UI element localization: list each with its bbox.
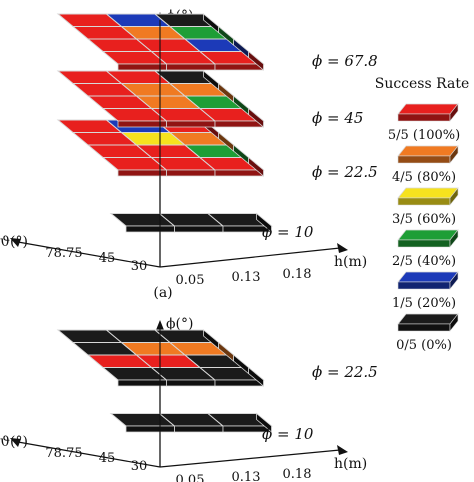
legend-label: 1/5 (20%) [392,296,456,311]
layer-front-face [166,63,216,71]
legend: Success Rate 5/5 (100%) 4/5 (80%) 3/5 (60%)… [375,76,470,353]
legend-title: Success Rate [375,76,470,92]
layer-side-face [256,412,272,433]
layer-front-face [125,425,175,433]
theta-axis [17,241,161,268]
legend-swatch-side [449,103,459,122]
legend-swatch-side [449,229,459,248]
legend-swatch-front [397,155,451,164]
layer-phi-10 [109,212,273,233]
layer-side-face [203,70,219,91]
h-tick-label: 0.13 [232,270,261,285]
h-axis-label: h(m) [334,456,367,472]
layer-label: ϕ = 22.5 [312,363,378,381]
layer-front-face [214,63,264,71]
theta-tick-label: 78.75 [45,246,82,261]
legend-swatch-front [397,197,451,206]
layer-phi-22-5 [56,119,265,177]
layer-front-face [166,169,216,177]
theta-tick-label: 30 [131,259,148,274]
theta-axis-arrow [10,438,21,447]
h-axis [159,449,341,468]
theta-axis [17,441,161,468]
legend-swatch-front [397,113,451,122]
layer-side-face [203,329,219,350]
layer-front-face [125,225,175,233]
layer-phi-45 [56,70,265,128]
h-axis [159,247,341,268]
layer-side-face [256,212,272,233]
layer-front-face [117,169,167,177]
subplot-caption: (a) [153,285,172,301]
layer-front-face [174,225,224,233]
phi-axis-label: ϕ(°) [166,316,193,332]
layer-front-face [214,120,264,128]
layer-phi-22-5 [56,329,265,387]
layer-phi-67-8 [56,13,265,71]
layer-front-face [214,379,264,387]
legend-swatch-side [449,271,459,290]
theta-tick-label: 30 [131,459,148,474]
phi-axis-arrow [156,320,164,330]
h-tick-label: 0.05 [176,273,205,288]
layer-label: ϕ = 67.8 [312,52,378,70]
theta-axis-arrow [10,238,21,247]
legend-swatch-front [397,323,451,332]
legend-swatch [397,187,459,199]
h-tick-label: 0.05 [176,473,205,482]
h-axis-label: h(m) [334,254,367,270]
legend-label: 0/5 (0%) [396,338,452,353]
layer-label: ϕ = 45 [312,109,363,127]
legend-swatch-side [449,313,459,332]
plot-b: ϕ(°) h(m) ϑ(°) 0.05 0.13 0.18 30 45 78.75 ϕ = 10 ϕ… [0,316,378,482]
legend-swatch-front [397,239,451,248]
legend-swatch [397,103,459,115]
layer-front-face [166,379,216,387]
theta-axis-label: ϑ(°) [0,234,28,250]
theta-tick-label: 78.75 [45,446,82,461]
legend-swatch-side [449,187,459,206]
h-tick-label: 0.13 [232,470,261,482]
layer-side-face [203,13,219,34]
legend-swatch [397,313,459,325]
theta-tick-label: 45 [99,451,116,466]
layer-front-face [174,425,224,433]
theta-tick-label: 45 [99,251,116,266]
h-tick-label: 0.18 [283,467,312,482]
legend-label: 4/5 (80%) [392,170,456,185]
legend-swatch-side [449,145,459,164]
legend-swatch-front [397,281,451,290]
legend-swatch [397,271,459,283]
layer-front-face [117,379,167,387]
layer-label: ϕ = 10 [262,425,314,443]
legend-label: 2/5 (40%) [392,254,456,269]
layer-front-face [117,120,167,128]
legend-swatch [397,229,459,241]
theta-axis-label: ϑ(°) [0,434,28,450]
legend-label: 5/5 (100%) [388,128,460,143]
h-axis-arrow [337,243,348,253]
h-tick-label: 0.18 [283,267,312,282]
layer-phi-10 [109,412,273,433]
layer-front-face [214,169,264,177]
legend-label: 3/5 (60%) [392,212,456,227]
layer-label: ϕ = 22.5 [312,163,378,181]
h-axis-arrow [337,445,348,455]
legend-swatch [397,145,459,157]
layer-front-face [117,63,167,71]
layer-label: ϕ = 10 [262,223,314,241]
layer-front-face [166,120,216,128]
